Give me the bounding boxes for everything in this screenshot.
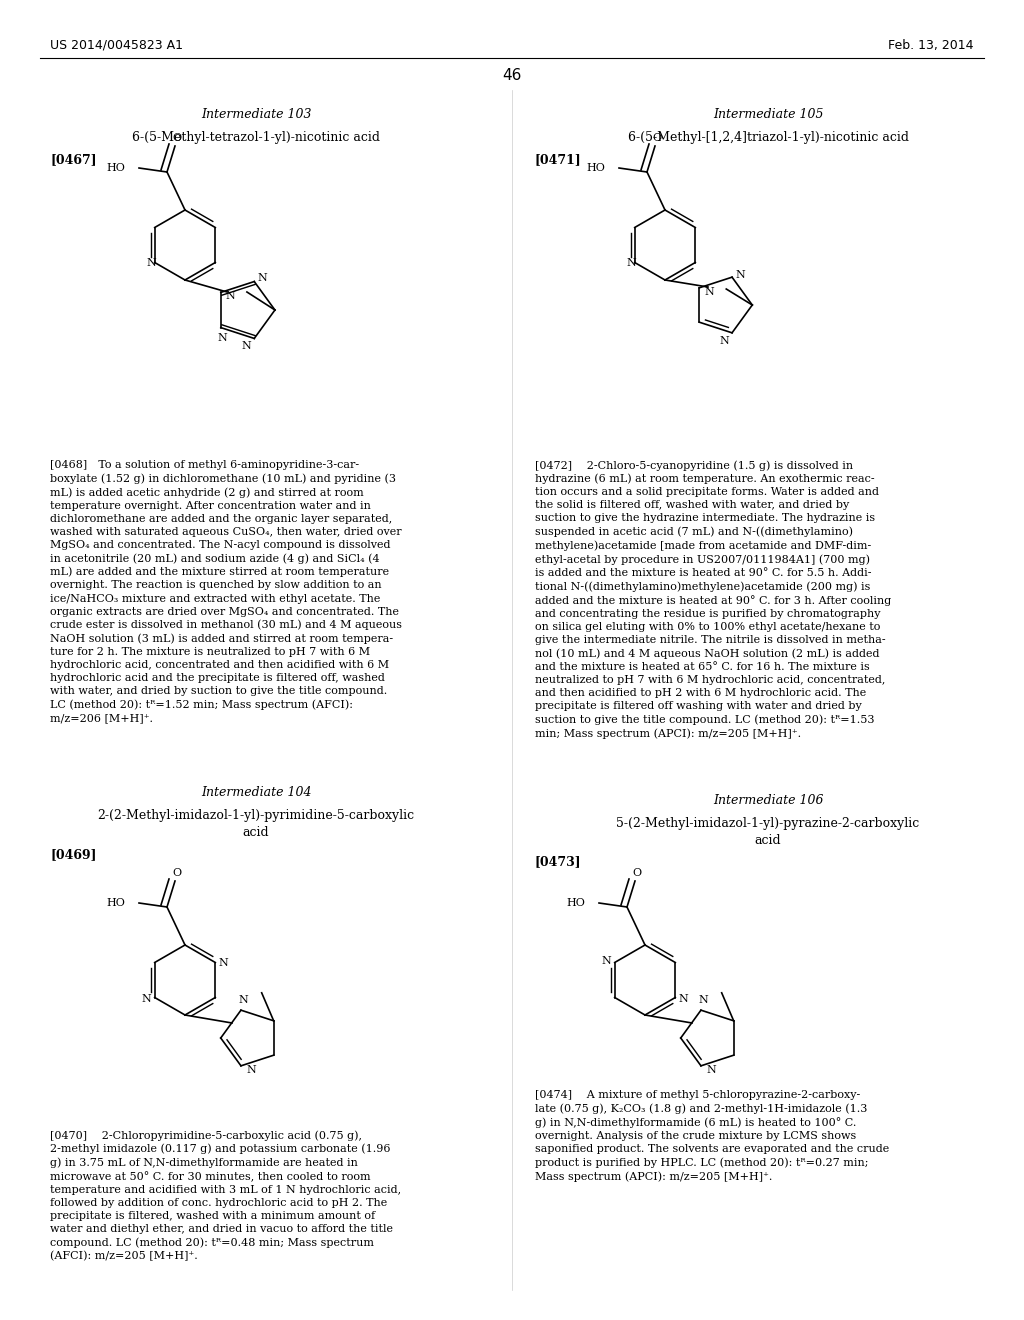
Text: [0470]  2-Chloropyrimidine-5-carboxylic acid (0.75 g),
2-methyl imidazole (0.117: [0470] 2-Chloropyrimidine-5-carboxylic a… — [50, 1130, 401, 1262]
Text: N: N — [146, 257, 157, 268]
Text: Intermediate 103: Intermediate 103 — [201, 108, 311, 121]
Text: N: N — [226, 292, 236, 301]
Text: N: N — [627, 257, 637, 268]
Text: HO: HO — [106, 162, 125, 173]
Text: N: N — [735, 271, 744, 280]
Text: 5-(2-Methyl-imidazol-1-yl)-pyrazine-2-carboxylic: 5-(2-Methyl-imidazol-1-yl)-pyrazine-2-ca… — [616, 817, 920, 829]
Text: Feb. 13, 2014: Feb. 13, 2014 — [889, 38, 974, 51]
Text: O: O — [172, 869, 181, 878]
Text: 2-(2-Methyl-imidazol-1-yl)-pyrimidine-5-carboxylic: 2-(2-Methyl-imidazol-1-yl)-pyrimidine-5-… — [97, 809, 415, 822]
Text: HO: HO — [586, 162, 605, 173]
Text: N: N — [218, 957, 228, 968]
Text: N: N — [242, 342, 251, 351]
Text: N: N — [141, 994, 152, 1005]
Text: N: N — [698, 995, 708, 1005]
Text: N: N — [602, 956, 611, 965]
Text: [0472]  2-Chloro-5-cyanopyridine (1.5 g) is dissolved in
hydrazine (6 mL) at roo: [0472] 2-Chloro-5-cyanopyridine (1.5 g) … — [535, 459, 891, 739]
Text: HO: HO — [566, 898, 585, 908]
Text: N: N — [239, 995, 248, 1005]
Text: O: O — [633, 869, 642, 878]
Text: US 2014/0045823 A1: US 2014/0045823 A1 — [50, 38, 183, 51]
Text: [0474]  A mixture of methyl 5-chloropyrazine-2-carboxy-
late (0.75 g), K₂CO₃ (1.: [0474] A mixture of methyl 5-chloropyraz… — [535, 1090, 889, 1181]
Text: Intermediate 105: Intermediate 105 — [713, 108, 823, 121]
Text: N: N — [707, 1065, 716, 1074]
Text: 6-(5-Methyl-[1,2,4]triazol-1-yl)-nicotinic acid: 6-(5-Methyl-[1,2,4]triazol-1-yl)-nicotin… — [628, 132, 908, 144]
Text: [0469]: [0469] — [50, 849, 96, 862]
Text: Intermediate 104: Intermediate 104 — [201, 787, 311, 800]
Text: N: N — [257, 272, 267, 282]
Text: [0467]: [0467] — [50, 153, 96, 166]
Text: N: N — [719, 335, 729, 346]
Text: N: N — [246, 1065, 256, 1074]
Text: O: O — [652, 133, 662, 143]
Text: [0471]: [0471] — [535, 153, 582, 166]
Text: Intermediate 106: Intermediate 106 — [713, 793, 823, 807]
Text: [0468] To a solution of methyl 6-aminopyridine-3-car-
boxylate (1.52 g) in dichl: [0468] To a solution of methyl 6-aminopy… — [50, 459, 402, 723]
Text: HO: HO — [106, 898, 125, 908]
Text: O: O — [172, 133, 181, 143]
Text: N: N — [218, 333, 227, 343]
Text: acid: acid — [243, 826, 269, 840]
Text: 6-(5-Methyl-tetrazol-1-yl)-nicotinic acid: 6-(5-Methyl-tetrazol-1-yl)-nicotinic aci… — [132, 132, 380, 144]
Text: N: N — [679, 994, 688, 1005]
Text: [0473]: [0473] — [535, 855, 582, 869]
Text: N: N — [705, 286, 714, 297]
Text: 46: 46 — [503, 67, 521, 82]
Text: acid: acid — [755, 833, 781, 846]
